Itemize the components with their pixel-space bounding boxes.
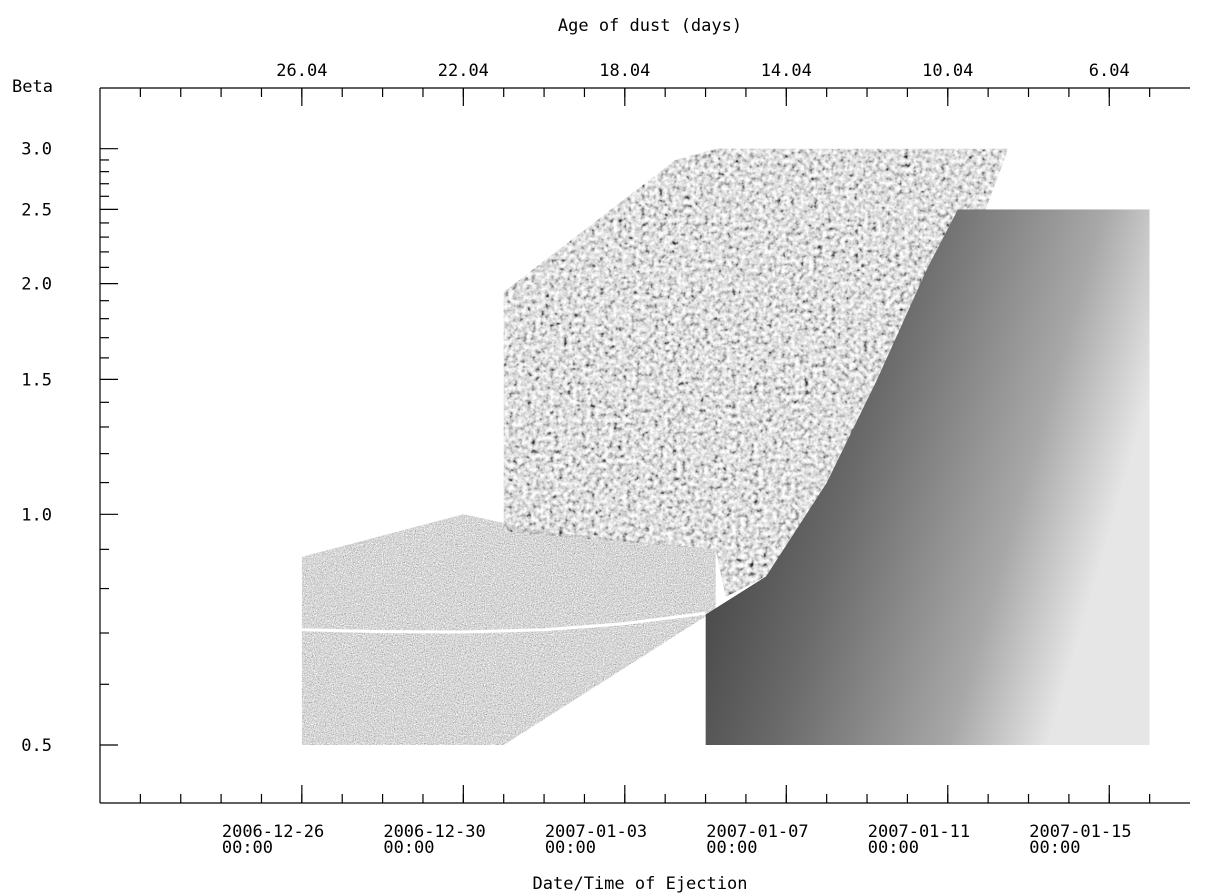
x-tick-label-date: 2007-01-07 bbox=[706, 822, 808, 842]
x-tick-label-date: 2007-01-15 bbox=[1029, 822, 1131, 842]
x-axis-ticks: 2006-12-2600:002006-12-3000:002007-01-03… bbox=[139, 785, 1151, 858]
x-tick-label-date: 2006-12-30 bbox=[383, 822, 485, 842]
x-tick-label-date: 2007-01-11 bbox=[868, 822, 970, 842]
y-tick-label: 3.0 bbox=[21, 140, 52, 160]
overlay-layer bbox=[301, 611, 706, 634]
y-tick-label: 2.5 bbox=[21, 200, 52, 220]
top-tick-label: 22.04 bbox=[438, 61, 489, 81]
top-tick-label: 26.04 bbox=[276, 61, 327, 81]
top-tick-label: 18.04 bbox=[599, 61, 650, 81]
y-axis-title: Beta bbox=[12, 77, 53, 97]
x-tick-label-date: 2007-01-03 bbox=[545, 822, 647, 842]
y-axis-ticks: 0.5 1.0 1.5 2.0 2.5 3.0 bbox=[21, 140, 118, 756]
high-beta-smooth-region-fill bbox=[705, 209, 1150, 745]
high-beta-smooth-region bbox=[705, 209, 1150, 745]
y-tick-label: 0.5 bbox=[21, 736, 52, 756]
x-tick-label-time: 00:00 bbox=[1029, 838, 1080, 858]
x-tick-label-time: 00:00 bbox=[868, 838, 919, 858]
bright-streak bbox=[301, 611, 706, 634]
x-tick-label-time: 00:00 bbox=[545, 838, 596, 858]
y-tick-label: 1.5 bbox=[21, 370, 52, 390]
x-tick-label-time: 00:00 bbox=[383, 838, 434, 858]
x-tick-label-date: 2006-12-26 bbox=[222, 822, 324, 842]
top-tick-label: 6.04 bbox=[1089, 61, 1130, 81]
top-axis-title: Age of dust (days) bbox=[558, 16, 742, 36]
x-tick-label-time: 00:00 bbox=[222, 838, 273, 858]
x-tick-label-time: 00:00 bbox=[706, 838, 757, 858]
image-regions bbox=[301, 148, 1150, 745]
x-axis-title: Date/Time of Ejection bbox=[533, 874, 748, 894]
top-axis-ticks: 26.04 22.04 18.04 14.04 10.04 6.04 bbox=[139, 61, 1151, 106]
top-tick-label: 14.04 bbox=[761, 61, 812, 81]
top-tick-label: 10.04 bbox=[922, 61, 973, 81]
y-tick-label: 1.0 bbox=[21, 505, 52, 525]
y-tick-label: 2.0 bbox=[21, 275, 52, 295]
